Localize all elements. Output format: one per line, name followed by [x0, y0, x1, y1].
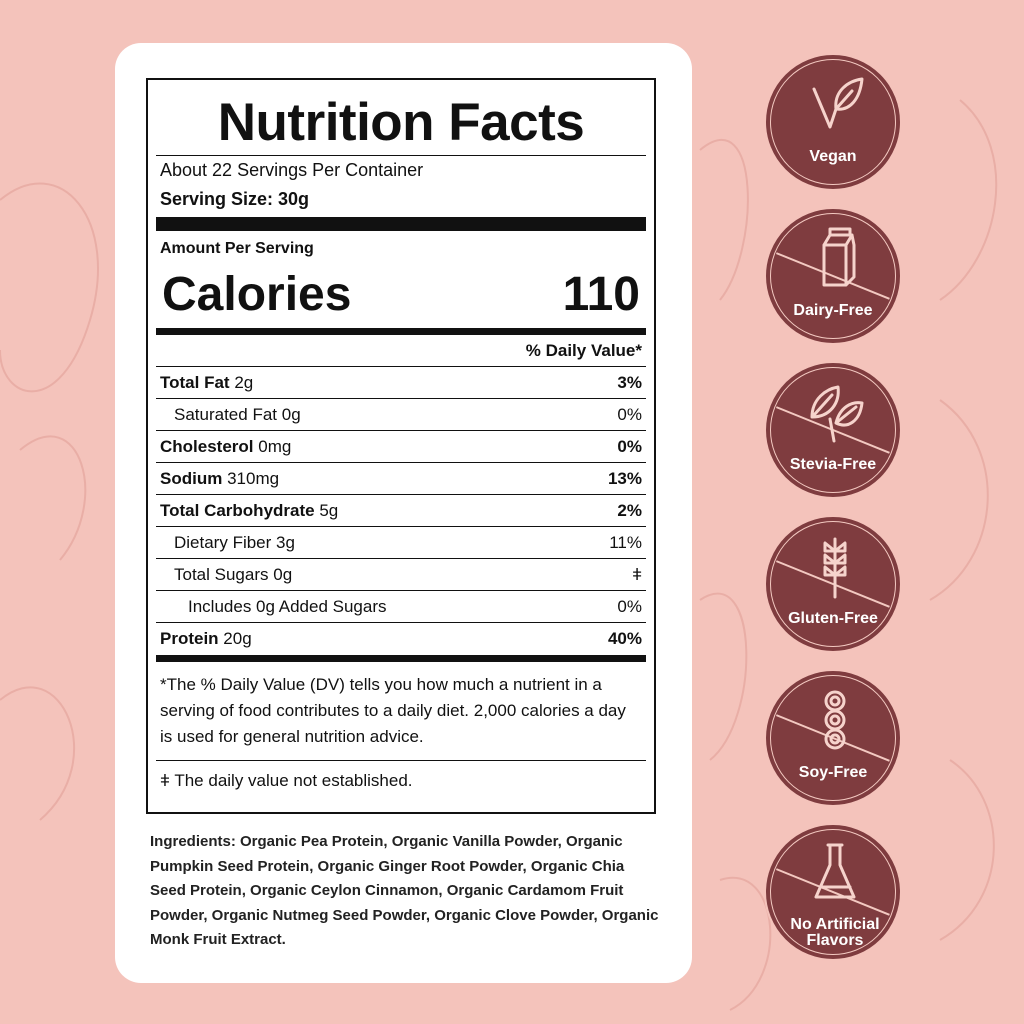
nutrient-name: Total Fat 2g — [160, 373, 254, 392]
nutrient-dv: 11% — [609, 533, 642, 552]
badge-ring — [770, 521, 896, 647]
nutrient-row: Saturated Fat 0g 0% — [156, 399, 646, 431]
nutrient-row: Total Fat 2g 3% — [156, 367, 646, 399]
nutrient-name: Includes 0g Added Sugars — [188, 597, 387, 616]
nutrient-dv: ǂ — [632, 565, 642, 584]
badge-label: Gluten-Free — [788, 610, 878, 627]
nutrient-name: Sodium 310mg — [160, 469, 280, 488]
badge-label: Soy-Free — [798, 764, 868, 781]
nutrient-name: Protein 20g — [160, 629, 252, 648]
badge-ring — [770, 59, 896, 185]
ingredients-list: Ingredients: Organic Pea Protein, Organi… — [150, 833, 659, 948]
stevia-leaves-icon — [810, 385, 864, 443]
badge-label: No Artificial Flavors — [790, 916, 880, 949]
badge-vegan: Vegan — [764, 53, 902, 191]
badge-soy-free: Soy-Free — [764, 669, 902, 807]
calories-row: Calories 110 — [156, 264, 646, 326]
leaf-v-icon — [812, 77, 864, 129]
nutrient-dv: 13% — [607, 469, 642, 488]
badge-dairy-free: Dairy-Free — [764, 207, 902, 345]
badge-ring — [770, 675, 896, 801]
badge-label: Vegan — [809, 148, 857, 165]
daily-value-header: % Daily Value* — [156, 335, 646, 367]
serving-size: Serving Size: 30g — [160, 189, 310, 209]
nutrition-facts-label: Nutrition Facts About 22 Servings Per Co… — [146, 78, 656, 814]
calories-label: Calories — [162, 268, 352, 321]
badge-label: Stevia-Free — [789, 456, 877, 473]
nutrient-name: Saturated Fat 0g — [174, 405, 301, 424]
flask-icon — [814, 843, 856, 899]
wheat-icon — [823, 537, 847, 599]
nutrient-row: Total Carbohydrate 5g 2% — [156, 495, 646, 527]
nutrient-name: Dietary Fiber 3g — [174, 533, 295, 552]
badge-stevia-free: Stevia-Free — [764, 361, 902, 499]
nutrient-dv: 0% — [617, 405, 642, 424]
badge-gluten-free: Gluten-Free — [764, 515, 902, 653]
nutrient-dv: 40% — [607, 629, 642, 648]
nutrient-row: Cholesterol 0mg 0% — [156, 431, 646, 463]
badge-ring — [770, 213, 896, 339]
badge-no-artificial-flavors: No Artificial Flavors — [764, 823, 902, 961]
nutrient-name: Total Sugars 0g — [174, 565, 293, 584]
nutrient-row: Includes 0g Added Sugars 0% — [156, 591, 646, 623]
badge-label: Dairy-Free — [793, 302, 873, 319]
nutrient-row: Sodium 310mg 13% — [156, 463, 646, 495]
nutrient-row: Dietary Fiber 3g 11% — [156, 527, 646, 559]
dagger-note: ǂ The daily value not established. — [160, 771, 413, 790]
label-title: Nutrition Facts — [156, 80, 646, 156]
calories-value: 110 — [562, 268, 640, 321]
soybean-icon — [824, 690, 846, 750]
nutrient-dv: 0% — [617, 597, 642, 616]
dv-footnote: *The % Daily Value (DV) tells you how mu… — [156, 662, 646, 761]
nutrient-name: Cholesterol 0mg — [160, 437, 292, 456]
servings-per-container: About 22 Servings Per Container — [160, 160, 424, 180]
nutrient-row: Total Sugars 0g ǂ — [156, 559, 646, 591]
nutrient-rows: Total Fat 2g 3% Saturated Fat 0g 0% Choleste… — [156, 367, 646, 662]
nutrient-name: Total Carbohydrate 5g — [160, 501, 339, 520]
nutrient-dv: 0% — [617, 437, 642, 456]
nutrition-card — [115, 43, 692, 983]
badge-ring — [770, 829, 896, 955]
divider-thick — [156, 217, 646, 231]
amount-per-serving: Amount Per Serving — [160, 240, 314, 257]
nutrient-row: Protein 20g 40% — [156, 623, 646, 655]
nutrient-dv: 3% — [617, 373, 642, 392]
nutrient-dv: 2% — [617, 501, 642, 520]
divider-medium — [156, 328, 646, 335]
milk-carton-icon — [822, 227, 856, 287]
badge-ring — [770, 367, 896, 493]
